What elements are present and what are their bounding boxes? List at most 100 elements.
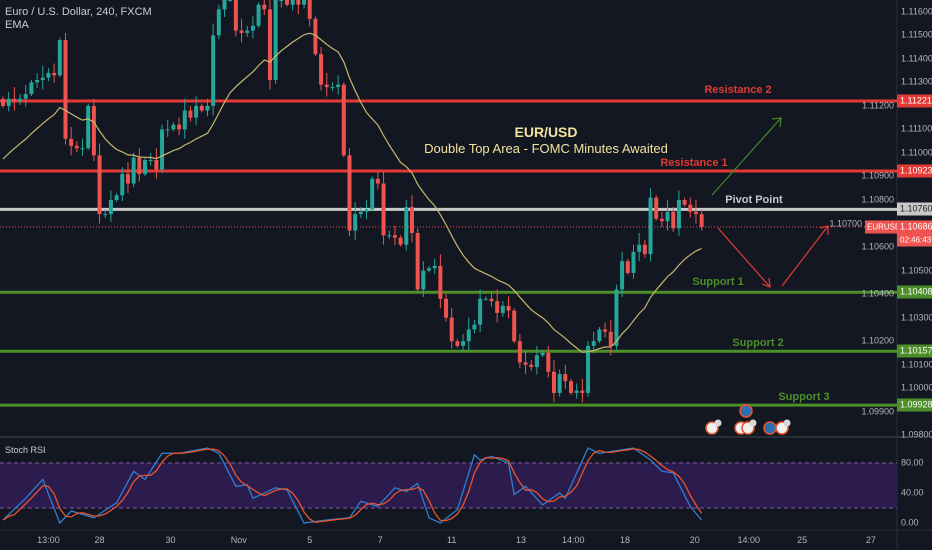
candle[interactable] — [603, 322, 608, 338]
candle[interactable] — [57, 37, 62, 78]
stoch-rsi-legend[interactable]: Stoch RSI — [5, 445, 46, 455]
candle[interactable] — [211, 23, 216, 116]
candle[interactable] — [620, 251, 625, 297]
candle[interactable] — [682, 197, 687, 207]
candle[interactable] — [199, 103, 204, 113]
symbol-legend[interactable]: Euro / U.S. Dollar, 240, FXCM — [5, 6, 152, 18]
candle[interactable] — [415, 228, 420, 294]
candle[interactable] — [591, 331, 596, 354]
rebound-arrow[interactable] — [781, 225, 829, 287]
candle[interactable] — [18, 94, 23, 105]
candle[interactable] — [336, 75, 341, 95]
candle[interactable] — [455, 338, 460, 348]
candle[interactable] — [194, 96, 199, 126]
candle[interactable] — [313, 16, 318, 56]
candle[interactable] — [120, 167, 125, 201]
candle[interactable] — [665, 200, 670, 231]
candle[interactable] — [614, 284, 619, 350]
candle[interactable] — [563, 364, 568, 389]
candle[interactable] — [137, 148, 142, 182]
candle[interactable] — [160, 124, 165, 174]
candle[interactable] — [676, 190, 681, 236]
candle[interactable] — [523, 350, 528, 375]
candle[interactable] — [23, 84, 28, 107]
candle[interactable] — [489, 291, 494, 307]
candle[interactable] — [529, 360, 534, 371]
candle[interactable] — [330, 82, 335, 91]
candle[interactable] — [324, 72, 329, 97]
candle[interactable] — [148, 152, 153, 166]
event-flag-icon[interactable] — [705, 421, 719, 435]
candle[interactable] — [358, 207, 363, 218]
candle[interactable] — [512, 308, 517, 344]
candle[interactable] — [165, 120, 170, 137]
candle[interactable] — [114, 192, 119, 202]
candle[interactable] — [91, 98, 96, 161]
candle[interactable] — [699, 209, 704, 231]
candle[interactable] — [273, 0, 278, 84]
candle[interactable] — [188, 105, 193, 122]
candle[interactable] — [608, 320, 613, 356]
candle[interactable] — [693, 200, 698, 224]
candle[interactable] — [285, 0, 289, 7]
candle[interactable] — [597, 327, 602, 344]
candle[interactable] — [483, 296, 488, 301]
candle[interactable] — [228, 0, 233, 2]
candle[interactable] — [171, 122, 176, 132]
candle[interactable] — [108, 190, 113, 222]
candle[interactable] — [69, 127, 74, 156]
candle[interactable] — [296, 0, 301, 15]
candle[interactable] — [353, 202, 358, 240]
bearish-arrow[interactable] — [717, 227, 771, 288]
candle[interactable] — [205, 98, 210, 117]
candle[interactable] — [551, 360, 556, 403]
candle[interactable] — [472, 320, 477, 334]
candle[interactable] — [546, 345, 551, 378]
event-flag-icon[interactable] — [763, 421, 777, 435]
candle[interactable] — [517, 334, 522, 368]
candle[interactable] — [63, 32, 68, 145]
candle[interactable] — [478, 289, 483, 333]
candle[interactable] — [216, 4, 221, 40]
candle[interactable] — [534, 345, 539, 375]
bullish-arrow[interactable] — [711, 117, 782, 196]
candle[interactable] — [80, 138, 85, 156]
candle[interactable] — [506, 296, 511, 319]
candle[interactable] — [574, 383, 579, 399]
event-flag-icon[interactable] — [739, 404, 753, 418]
candle[interactable] — [347, 148, 352, 237]
candle[interactable] — [364, 200, 369, 220]
candle[interactable] — [222, 0, 227, 17]
candle[interactable] — [1, 96, 5, 108]
candle[interactable] — [341, 82, 346, 158]
candle[interactable] — [182, 98, 187, 139]
candle[interactable] — [671, 207, 676, 232]
candle[interactable] — [267, 0, 272, 90]
candle[interactable] — [103, 209, 108, 218]
candle[interactable] — [427, 265, 431, 273]
candle[interactable] — [642, 240, 647, 258]
candle[interactable] — [409, 195, 414, 243]
candle[interactable] — [143, 157, 147, 176]
candle[interactable] — [449, 308, 454, 349]
candle[interactable] — [637, 232, 642, 262]
candle[interactable] — [74, 141, 79, 152]
candle[interactable] — [375, 171, 380, 190]
candle[interactable] — [444, 294, 449, 322]
economic-events[interactable] — [705, 404, 791, 435]
candle[interactable] — [154, 148, 159, 179]
candle[interactable] — [86, 103, 91, 151]
candle[interactable] — [381, 171, 386, 245]
candle[interactable] — [302, 0, 307, 9]
candle[interactable] — [46, 68, 51, 82]
ema-legend[interactable]: EMA — [5, 19, 29, 31]
candle[interactable] — [654, 195, 659, 221]
candle[interactable] — [392, 225, 397, 246]
candle[interactable] — [6, 91, 11, 112]
candle[interactable] — [432, 258, 437, 274]
candle[interactable] — [52, 63, 57, 83]
candle[interactable] — [97, 143, 102, 224]
candle[interactable] — [404, 200, 409, 251]
candle[interactable] — [12, 87, 17, 111]
